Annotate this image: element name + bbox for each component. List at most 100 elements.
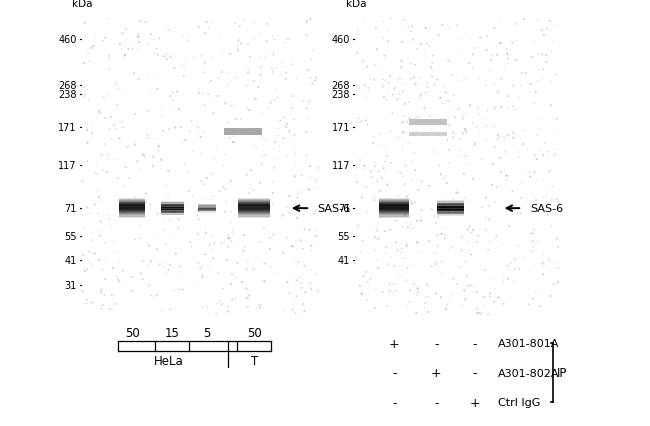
Bar bbox=[380, 202, 409, 203]
Point bbox=[410, 224, 420, 230]
Point bbox=[551, 72, 561, 79]
Point bbox=[311, 185, 322, 192]
Point bbox=[396, 60, 406, 66]
Bar bbox=[239, 210, 270, 212]
Point bbox=[474, 112, 484, 118]
Point bbox=[468, 227, 478, 234]
Text: 71: 71 bbox=[338, 204, 350, 214]
Bar bbox=[198, 210, 216, 211]
Point bbox=[384, 261, 394, 268]
Point bbox=[200, 111, 210, 118]
Point bbox=[80, 61, 90, 68]
Point bbox=[205, 267, 215, 273]
Point bbox=[220, 186, 230, 193]
Point bbox=[241, 83, 252, 90]
Point bbox=[483, 247, 493, 253]
Bar bbox=[161, 212, 184, 213]
Point bbox=[169, 209, 179, 216]
Point bbox=[532, 177, 542, 184]
Point bbox=[250, 259, 260, 266]
Point bbox=[111, 81, 122, 88]
Point bbox=[133, 47, 143, 54]
Point bbox=[493, 136, 503, 143]
Point bbox=[202, 175, 212, 182]
Bar bbox=[119, 212, 146, 213]
Point bbox=[207, 105, 217, 112]
Point bbox=[304, 187, 315, 194]
Point bbox=[407, 158, 417, 165]
Point bbox=[470, 142, 480, 149]
Text: -: - bbox=[392, 396, 396, 409]
Point bbox=[166, 29, 177, 36]
Point bbox=[448, 135, 458, 141]
Point bbox=[470, 140, 480, 147]
Point bbox=[466, 251, 476, 258]
Point bbox=[305, 227, 315, 233]
Point bbox=[306, 17, 316, 23]
Point bbox=[464, 224, 474, 230]
Point bbox=[540, 279, 551, 286]
Point bbox=[114, 278, 125, 285]
Point bbox=[152, 246, 162, 253]
Point bbox=[220, 101, 231, 107]
Point bbox=[399, 181, 410, 188]
Point bbox=[500, 149, 511, 156]
Point bbox=[94, 194, 104, 201]
Point bbox=[410, 62, 420, 69]
Point bbox=[459, 76, 469, 83]
Point bbox=[214, 247, 225, 253]
Point bbox=[352, 165, 362, 172]
Point bbox=[168, 90, 178, 97]
Point bbox=[157, 205, 167, 212]
Point bbox=[133, 34, 143, 40]
Bar bbox=[119, 206, 146, 207]
Point bbox=[419, 305, 430, 311]
Point bbox=[272, 132, 283, 139]
Bar bbox=[239, 211, 270, 213]
Point bbox=[296, 280, 306, 287]
Point bbox=[280, 76, 291, 83]
Point bbox=[205, 196, 216, 203]
Text: -: - bbox=[473, 366, 477, 380]
Point bbox=[370, 63, 381, 69]
Point bbox=[313, 288, 323, 295]
Point bbox=[183, 38, 193, 45]
Point bbox=[443, 247, 454, 253]
Point bbox=[363, 279, 373, 285]
Point bbox=[432, 77, 443, 83]
Point bbox=[133, 158, 143, 165]
Point bbox=[257, 154, 267, 161]
Point bbox=[291, 310, 301, 317]
Bar bbox=[380, 211, 409, 213]
Point bbox=[448, 92, 459, 99]
Point bbox=[235, 41, 246, 48]
Point bbox=[359, 19, 370, 26]
Point bbox=[221, 152, 231, 158]
Point bbox=[370, 25, 381, 32]
Text: 268: 268 bbox=[58, 81, 77, 91]
Point bbox=[437, 23, 448, 29]
Point bbox=[106, 114, 116, 121]
Bar bbox=[239, 202, 270, 203]
Point bbox=[86, 299, 97, 306]
Point bbox=[460, 127, 471, 134]
Point bbox=[401, 277, 411, 284]
Point bbox=[230, 20, 240, 27]
Point bbox=[389, 86, 400, 92]
Point bbox=[412, 286, 423, 293]
Bar bbox=[161, 210, 184, 212]
Point bbox=[183, 170, 193, 176]
Point bbox=[400, 101, 410, 108]
Point bbox=[218, 163, 229, 170]
Point bbox=[137, 152, 148, 158]
Point bbox=[134, 40, 144, 46]
Point bbox=[415, 249, 426, 256]
Point bbox=[291, 238, 301, 245]
Bar bbox=[161, 211, 184, 212]
Point bbox=[254, 31, 265, 37]
Point bbox=[490, 105, 501, 112]
Point bbox=[269, 37, 280, 44]
Bar bbox=[239, 199, 270, 200]
Point bbox=[175, 263, 185, 270]
Point bbox=[255, 302, 265, 308]
